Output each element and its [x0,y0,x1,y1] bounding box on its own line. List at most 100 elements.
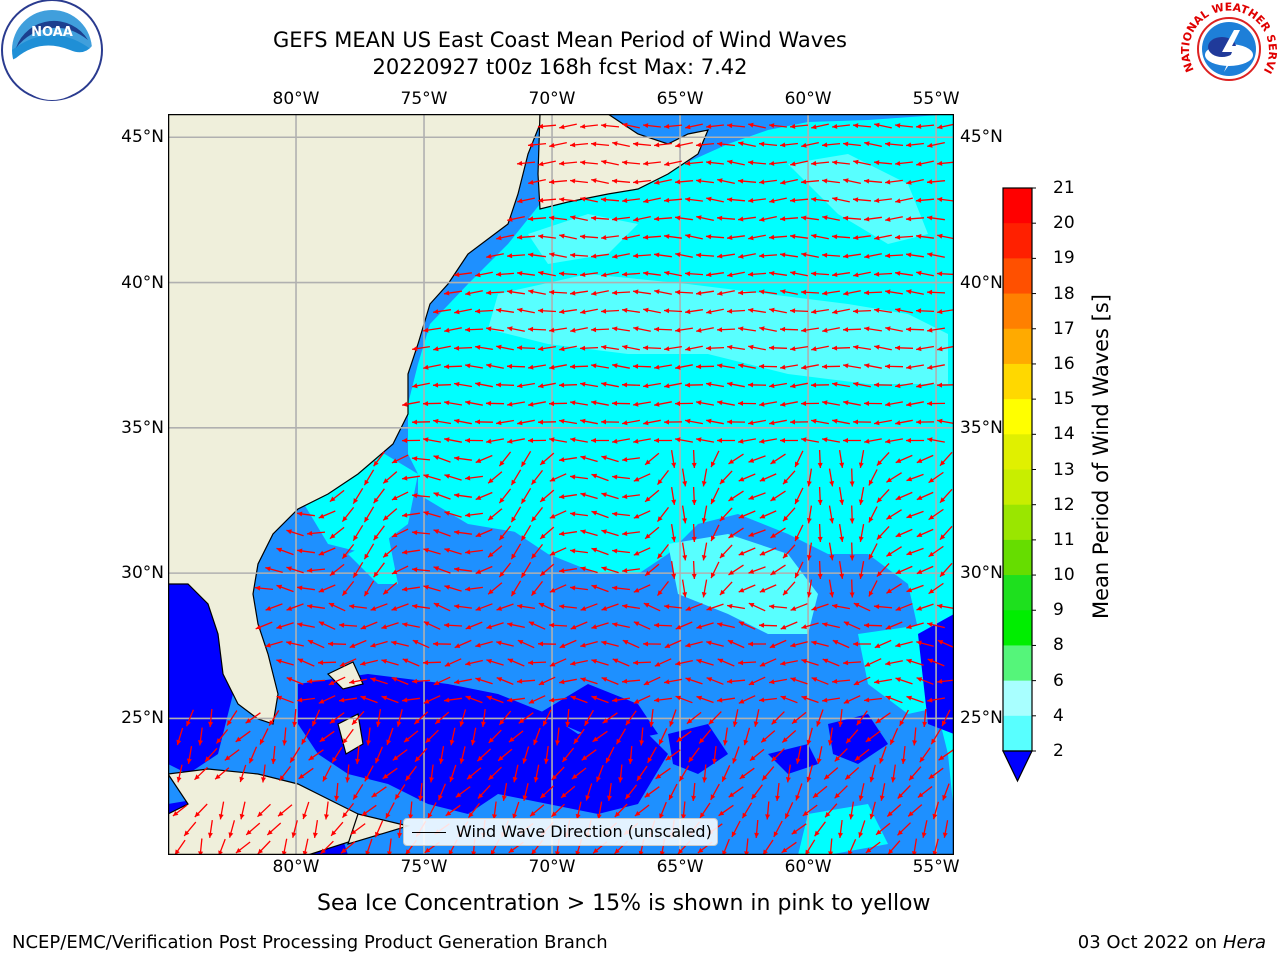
wind-wave-arrow [590,215,610,221]
wind-wave-arrow [770,527,786,539]
wind-wave-arrow [712,746,717,764]
wind-wave-arrow [828,505,835,524]
wind-wave-arrow [352,561,364,579]
wind-wave-arrow [438,745,445,765]
wind-wave-arrow [538,270,556,277]
colorbar-tick-label: 6 [1053,670,1064,691]
wind-wave-arrow [475,271,493,278]
wind-wave-arrow [936,271,954,277]
lon-tick-label-top: 80°W [272,89,320,109]
wind-wave-arrow [717,400,735,406]
wind-wave-arrow [268,710,280,726]
wind-wave-arrow [897,785,911,799]
colorbar-tick-label: 19 [1053,248,1075,269]
wind-wave-arrow [738,363,756,369]
wind-wave-arrow [370,640,388,648]
wind-wave-arrow [726,123,746,129]
wind-wave-arrow [642,641,662,647]
wind-wave-arrow [322,765,332,782]
wind-wave-arrow [917,785,933,799]
wind-wave-arrow [685,345,703,352]
legend-label: Wind Wave Direction (unscaled) [456,822,712,841]
wind-wave-arrow [549,584,567,593]
wind-wave-arrow [612,548,630,554]
wind-wave-arrow [644,526,660,540]
wind-wave-arrow [276,622,294,630]
wind-wave-arrow [302,801,310,820]
wind-wave-arrow [382,508,398,521]
wind-wave-arrow [639,727,645,746]
wind-wave-arrow [433,566,451,574]
wind-wave-arrow [760,730,776,743]
wind-wave-arrow [759,215,777,222]
wind-wave-arrow [528,401,546,407]
wind-wave-arrow [429,764,434,783]
wind-wave-arrow [801,622,819,629]
wind-wave-arrow [329,712,345,724]
wind-wave-arrow [701,579,708,598]
wind-wave-arrow [614,803,628,818]
wind-wave-arrow [411,456,431,462]
wind-wave-arrow [942,783,950,801]
wind-wave-arrow [570,659,588,666]
wind-wave-arrow [328,676,346,686]
wind-wave-arrow [538,676,556,686]
wind-wave-arrow [747,419,767,426]
wind-wave-arrow [759,289,777,295]
wind-wave-arrow [214,767,230,780]
wind-wave-arrow [768,604,788,610]
wind-wave-arrow [226,710,238,726]
wind-wave-arrow [936,309,954,315]
wind-wave-arrow [539,563,555,577]
wind-wave-arrow [580,529,598,537]
wind-wave-arrow [475,381,493,388]
wind-wave-arrow [643,676,661,686]
wind-wave-arrow [352,487,364,505]
wind-wave-arrow [739,767,755,780]
wind-wave-arrow [664,160,682,167]
wind-wave-arrow [352,524,364,542]
wind-wave-arrow [555,727,561,746]
wind-wave-arrow [928,508,944,521]
wind-wave-arrow [621,160,641,166]
wind-wave-arrow [849,542,855,561]
wind-wave-arrow [618,764,624,783]
wind-wave-arrow [653,364,673,370]
wind-wave-arrow [890,764,896,783]
wind-wave-arrow [327,641,347,647]
wind-wave-arrow [656,581,670,596]
wind-wave-arrow [565,708,571,728]
wind-wave-arrow [596,764,604,783]
wind-wave-arrow [481,709,486,727]
wind-wave-arrow [754,819,760,839]
wind-wave-arrow [876,562,890,578]
wind-wave-arrow [701,542,708,561]
wind-wave-arrow [817,560,823,580]
wind-wave-arrow [895,197,913,204]
wind-wave-arrow [728,490,744,502]
wind-wave-arrow [570,437,588,443]
wind-wave-arrow [916,603,934,611]
wind-wave-arrow [822,215,840,221]
wind-wave-arrow [696,658,714,666]
wind-wave-arrow [642,234,662,240]
wind-wave-arrow [884,253,904,259]
wind-wave-arrow [719,544,733,559]
wind-wave-arrow [350,823,366,835]
wind-wave-arrow [501,782,508,802]
wind-wave-arrow [873,604,893,610]
wind-wave-arrow [831,381,851,388]
wind-wave-arrow [817,486,823,506]
wind-wave-arrow [306,678,326,684]
lat-tick-label-left: 30°N [121,563,164,584]
wind-wave-arrow [235,841,251,854]
wind-wave-arrow [887,840,901,855]
wind-wave-arrow [644,563,660,577]
wind-wave-arrow [286,640,304,647]
wind-wave-arrow [717,697,735,703]
wind-wave-arrow [706,160,724,166]
wind-wave-arrow [432,641,452,647]
lon-tick-label-bottom: 60°W [784,857,832,877]
wind-wave-arrow [570,178,588,184]
wind-wave-arrow [915,345,935,352]
